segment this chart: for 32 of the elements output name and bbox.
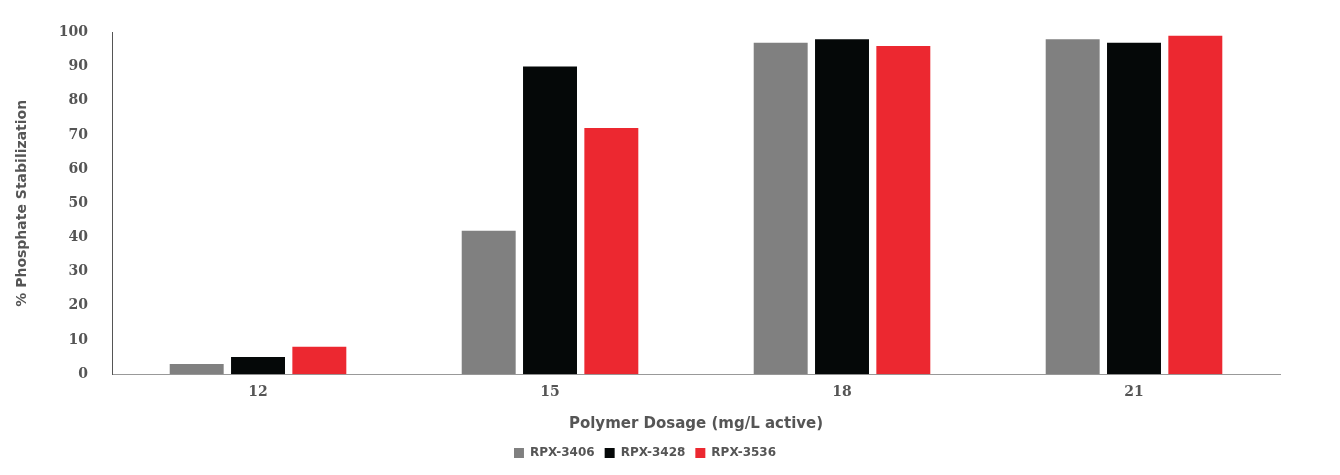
bar xyxy=(753,42,808,375)
legend-label: RPX-3406 xyxy=(529,445,595,460)
legend-label: RPX-3428 xyxy=(620,445,686,460)
bar xyxy=(1107,42,1161,375)
bar xyxy=(292,346,347,375)
x-tick-label: 18 xyxy=(832,383,852,400)
x-axis-title: Polymer Dosage (mg/L active) xyxy=(568,413,824,432)
bar xyxy=(1168,35,1223,375)
y-tick-label: 50 xyxy=(68,193,89,210)
y-tick-label: 60 xyxy=(68,159,89,176)
y-tick-label: 0 xyxy=(78,364,89,381)
y-axis-title: % Phosphate Stabilization xyxy=(13,99,30,307)
bar xyxy=(1045,39,1100,375)
x-tick-label: 15 xyxy=(540,383,560,400)
bar xyxy=(876,46,931,375)
y-tick-label: 80 xyxy=(68,91,89,108)
legend-label: RPX-3536 xyxy=(711,445,777,460)
bar xyxy=(461,230,516,375)
bar xyxy=(523,66,577,375)
bar xyxy=(169,363,224,375)
y-tick-label: 100 xyxy=(58,23,89,40)
y-tick-label: 10 xyxy=(68,330,89,347)
y-tick-label: 90 xyxy=(68,57,89,74)
y-tick-label: 30 xyxy=(68,262,89,279)
bar xyxy=(231,357,285,375)
y-tick-label: 40 xyxy=(68,228,89,245)
y-tick-label: 70 xyxy=(68,125,89,142)
x-tick-label: 21 xyxy=(1124,383,1144,400)
bar xyxy=(584,128,639,375)
y-tick-label: 20 xyxy=(68,296,89,313)
bar xyxy=(815,39,869,375)
x-tick-label: 12 xyxy=(248,383,268,400)
